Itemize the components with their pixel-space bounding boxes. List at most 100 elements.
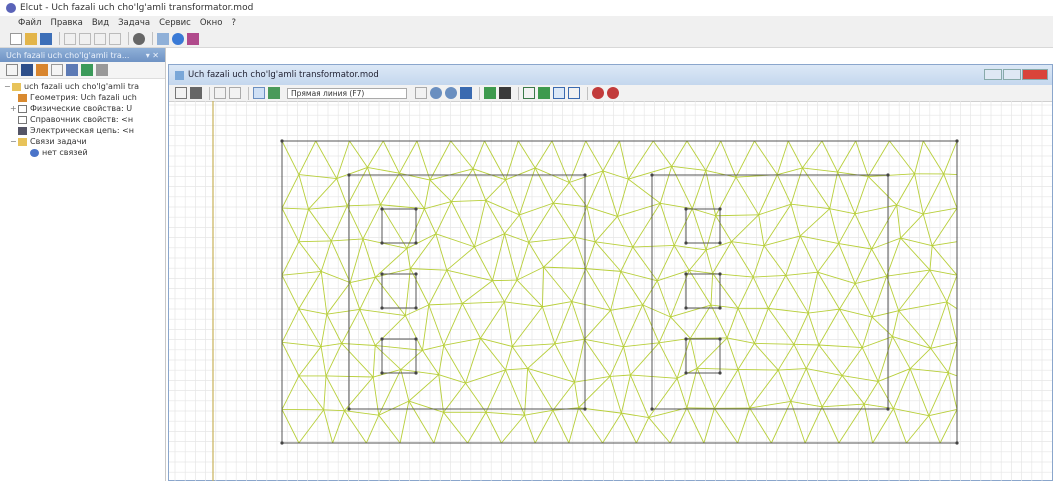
mesh-edge — [519, 215, 528, 242]
snap-grid-icon[interactable] — [538, 87, 550, 99]
close-icon[interactable]: ▾ ✕ — [146, 51, 159, 60]
mesh-edge — [462, 302, 504, 304]
tree-item-geometry[interactable]: Геометрия: Uch fazali uch — [4, 92, 165, 103]
mesh-edge — [830, 209, 839, 244]
menu-edit[interactable]: Правка — [50, 18, 82, 28]
probe-icon[interactable] — [592, 87, 604, 99]
mesh-edge — [657, 245, 674, 280]
mesh-edge — [657, 270, 689, 280]
line-tool-icon[interactable] — [268, 87, 280, 99]
save-icon[interactable] — [21, 64, 33, 76]
minimize-button[interactable] — [984, 69, 1002, 80]
model-canvas[interactable] — [169, 101, 1052, 481]
print-icon[interactable] — [109, 33, 121, 45]
mesh-edge — [624, 343, 660, 347]
mesh-edge — [754, 343, 794, 344]
new-file-icon[interactable] — [10, 33, 22, 45]
undo-icon[interactable] — [214, 87, 226, 99]
mesh-view-icon[interactable] — [568, 87, 580, 99]
mesh-edge — [738, 369, 750, 408]
pointer-icon[interactable] — [253, 87, 265, 99]
open-folder-icon[interactable] — [25, 33, 37, 45]
mesh-drawing[interactable] — [169, 101, 1052, 481]
solve-icon[interactable] — [187, 33, 199, 45]
mesh-remove-icon[interactable] — [499, 87, 511, 99]
mesh-edge — [610, 375, 630, 376]
mesh-edge — [553, 410, 569, 443]
redo-icon[interactable] — [229, 87, 241, 99]
mesh-edge — [424, 180, 430, 209]
mesh-edge — [373, 345, 375, 377]
close-button[interactable] — [1022, 69, 1048, 80]
list-icon[interactable] — [6, 64, 18, 76]
menu-file[interactable]: Файл — [18, 18, 41, 28]
mesh-edge — [929, 373, 948, 416]
expand-icon[interactable]: + — [10, 104, 16, 113]
tree-item-problem[interactable]: − uch fazali uch cho'lg'amli tra — [4, 81, 165, 92]
select-icon[interactable] — [175, 87, 187, 99]
mesh-build-icon[interactable] — [484, 87, 496, 99]
solve-icon[interactable] — [96, 64, 108, 76]
mesh-edge — [706, 250, 713, 273]
mesh-edge — [360, 309, 375, 345]
gear-icon[interactable] — [133, 33, 145, 45]
show-grid-icon[interactable] — [523, 87, 535, 99]
tree-item-links[interactable]: − Связи задачи — [4, 136, 165, 147]
menu-problem[interactable]: Задача — [118, 18, 150, 28]
tree-item-library[interactable]: Справочник свойств: <н — [4, 114, 165, 125]
arrows-icon[interactable] — [81, 64, 93, 76]
mesh-edge — [350, 239, 363, 283]
menu-view[interactable]: Вид — [92, 18, 109, 28]
check-icon[interactable] — [157, 33, 169, 45]
mesh-icon[interactable] — [66, 64, 78, 76]
tree-item-label: Связи задачи — [30, 137, 87, 146]
zoom-fit-icon[interactable] — [460, 87, 472, 99]
app-icon — [6, 3, 16, 13]
snap-icon[interactable] — [553, 87, 565, 99]
menu-service[interactable]: Сервис — [159, 18, 191, 28]
line-type-dropdown[interactable]: Прямая линия (F7) — [287, 88, 407, 99]
mesh-edge — [282, 376, 299, 410]
save-icon[interactable] — [40, 33, 52, 45]
geometry-node — [650, 173, 653, 176]
grid-icon[interactable] — [190, 87, 202, 99]
mesh-edge — [806, 345, 819, 369]
menu-window[interactable]: Окно — [200, 18, 223, 28]
mesh-edge — [672, 166, 706, 170]
geometry-node — [583, 173, 586, 176]
mesh-edge — [331, 239, 363, 241]
cut-icon[interactable] — [64, 33, 76, 45]
mesh-edge — [586, 269, 611, 311]
solve-run-icon[interactable] — [607, 87, 619, 99]
maximize-button[interactable] — [1003, 69, 1021, 80]
mesh-edge — [794, 344, 819, 345]
mesh-edge — [282, 275, 299, 309]
geometry-node — [650, 407, 653, 410]
folder-icon — [12, 83, 21, 91]
mesh-edge — [572, 302, 585, 340]
mesh-edge — [321, 343, 342, 346]
zoom-in-icon[interactable] — [430, 87, 442, 99]
collapse-icon[interactable]: − — [4, 82, 10, 91]
geometry-node — [380, 337, 383, 340]
mesh-edge — [862, 317, 872, 348]
collapse-icon[interactable]: − — [10, 137, 16, 146]
zoom-out-icon[interactable] — [445, 87, 457, 99]
tree-item-no-links[interactable]: нет связей — [4, 147, 165, 158]
geometry-icon[interactable] — [36, 64, 48, 76]
mesh-edge — [610, 347, 624, 377]
mesh-edge — [910, 369, 948, 373]
mesh-edge — [800, 209, 830, 236]
geometry-node — [347, 173, 350, 176]
help-icon[interactable] — [172, 33, 184, 45]
tree-item-label: Электрическая цепь: <н — [30, 126, 134, 135]
copy-icon[interactable] — [79, 33, 91, 45]
tree-item-circuit[interactable]: Электрическая цепь: <н — [4, 125, 165, 136]
mesh-edge — [897, 205, 901, 238]
paste-icon[interactable] — [94, 33, 106, 45]
arc-icon[interactable] — [415, 87, 427, 99]
mesh-edge — [401, 370, 409, 402]
table-icon[interactable] — [51, 64, 63, 76]
tree-item-properties[interactable]: + Физические свойства: U — [4, 103, 165, 114]
menu-help[interactable]: ? — [231, 18, 236, 28]
